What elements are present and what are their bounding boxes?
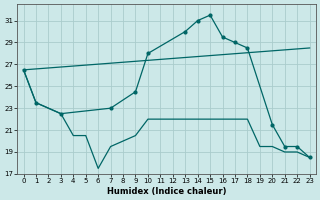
X-axis label: Humidex (Indice chaleur): Humidex (Indice chaleur) bbox=[107, 187, 226, 196]
